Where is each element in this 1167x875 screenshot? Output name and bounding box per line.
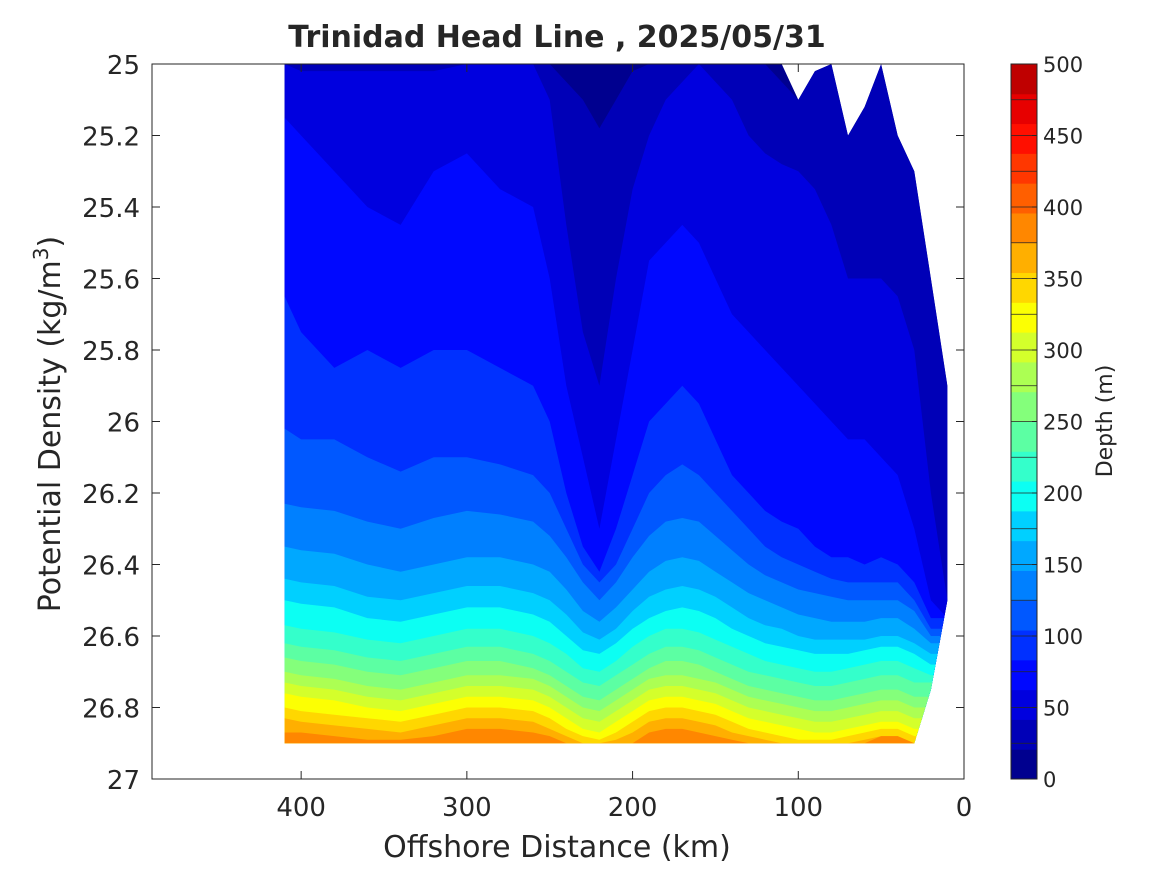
x-tick-label: 100 [773,793,823,823]
y-tick-label: 26.2 [82,480,140,510]
contour-fill-layer [284,64,948,744]
colorbar-ticks: 0 50 100 150 200 250 300 350 400 450 500 [1032,53,1083,792]
colorbar-swatch [1011,689,1037,720]
x-tick-label: 0 [956,793,973,823]
y-axis-label: Potential Density (kg/m3) [29,236,68,612]
y-axis-label-close: ) [33,236,68,248]
colorbar-swatch [1011,451,1037,482]
y-tick-label: 26.4 [82,552,140,582]
colorbar-swatch [1011,183,1037,214]
y-tick-label: 25.2 [82,123,140,153]
y-tick-label: 25 [107,51,140,81]
colorbar-swatch [1011,570,1037,601]
colorbar-tick-label: 400 [1043,196,1083,220]
contour-band-425 [284,618,948,744]
colorbar-swatch [1011,332,1037,363]
colorbar-swatch [1011,630,1037,661]
colorbar-tick-label: 250 [1043,411,1083,435]
colorbar-label: Depth (m) [1093,365,1118,478]
colorbar-swatch [1011,510,1037,542]
y-tick-label: 25.8 [82,337,140,367]
colorbar-swatch [1011,361,1037,393]
colorbar-tick-label: 200 [1043,482,1083,506]
y-tick-label: 26.8 [82,695,140,725]
chart-title: Trinidad Head Line , 2025/05/31 [288,20,825,55]
y-tick-label: 25.4 [82,194,140,224]
colorbar-swatch [1011,659,1037,691]
colorbar-tick-label: 450 [1043,125,1083,149]
colorbar-tick-label: 150 [1043,554,1083,578]
x-axis-ticks: 400 300 200 100 0 [276,64,972,823]
colorbar-swatch [1011,93,1037,125]
colorbar-swatch [1011,540,1037,571]
y-tick-label: 26 [107,409,140,439]
colorbar-swatch [1011,749,1037,780]
colorbar-swatch [1011,302,1037,333]
x-axis-label: Offshore Distance (km) [383,830,731,865]
colorbar-swatch [1011,391,1037,422]
colorbar-swatch [1011,242,1037,274]
colorbar [1010,63,1038,780]
colorbar-tick-label: 0 [1043,768,1056,792]
colorbar-swatch [1011,272,1037,303]
colorbar-tick-label: 300 [1043,339,1083,363]
y-tick-label: 26.6 [82,623,140,653]
colorbar-swatch [1011,64,1037,95]
colorbar-tick-label: 50 [1043,697,1070,721]
colorbar-swatch [1011,123,1037,154]
colorbar-swatch [1011,719,1037,750]
x-tick-label: 400 [276,793,326,823]
y-axis-label-main: Potential Density (kg/m [33,260,68,612]
colorbar-swatch [1011,153,1037,184]
y-tick-label: 27 [107,766,140,796]
y-axis-label-sup: 3 [29,247,53,260]
x-tick-label: 300 [442,793,492,823]
colorbar-tick-label: 500 [1043,53,1083,77]
x-tick-label: 200 [608,793,658,823]
y-axis-ticks: 25 25.2 25.4 25.6 25.8 26 26.2 26.4 26.6 26.8 27 [82,51,964,796]
colorbar-swatch [1011,600,1037,631]
y-tick-label: 25.6 [82,266,140,296]
colorbar-swatch [1011,421,1037,452]
colorbar-swatch [1011,481,1037,512]
colorbar-tick-label: 350 [1043,268,1083,292]
colorbar-tick-label: 100 [1043,625,1083,649]
colorbar-swatch [1011,212,1037,244]
